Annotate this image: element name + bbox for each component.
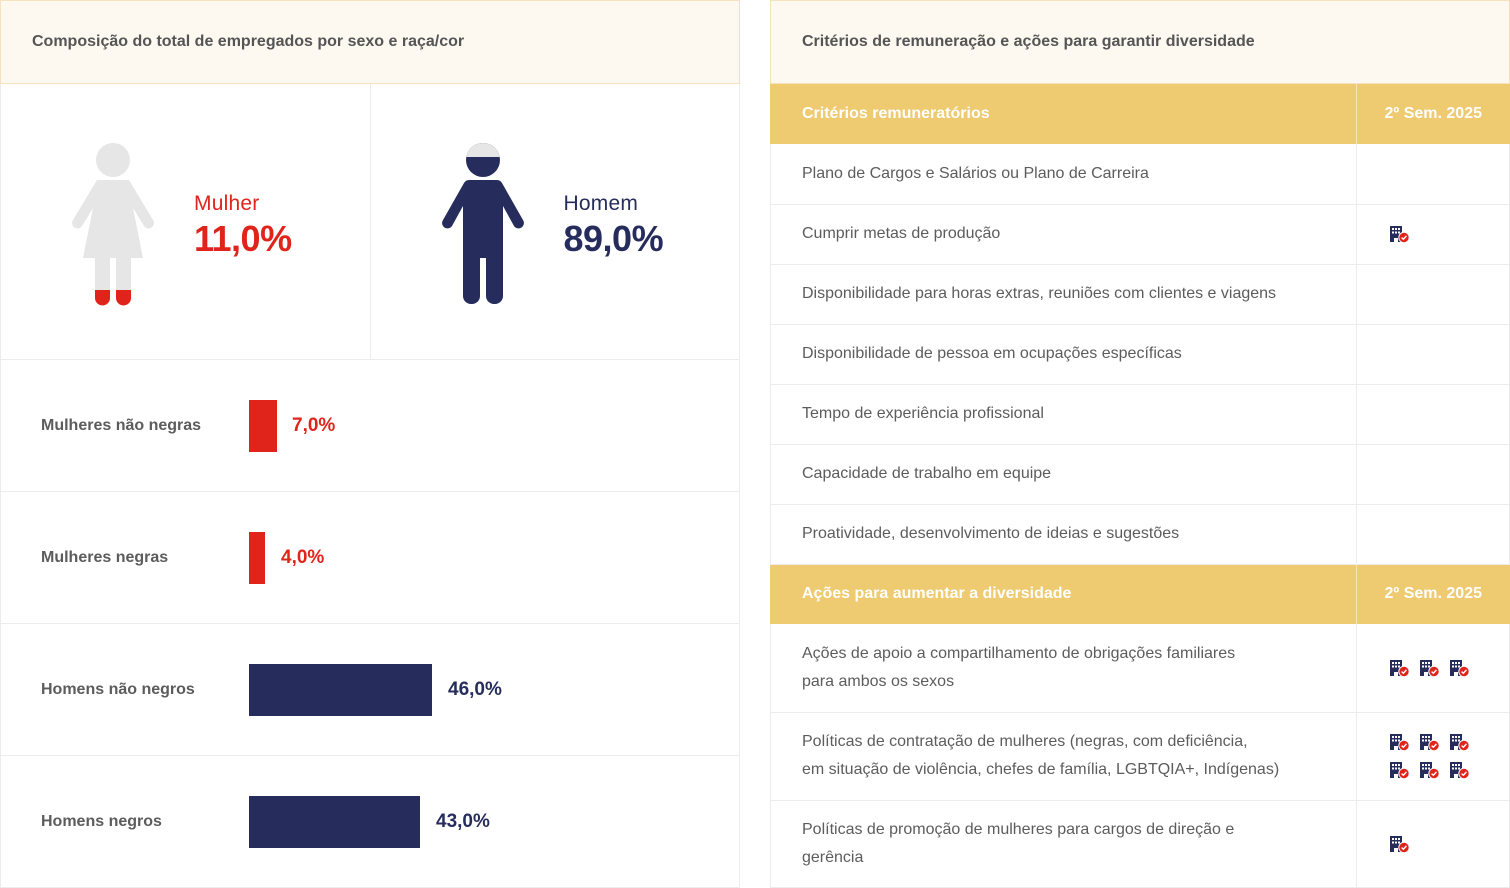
text-line: em situação de violência, chefes de famí… <box>802 761 1280 778</box>
criterion-marks <box>1355 504 1510 565</box>
text-line: Políticas de contratação de mulheres (ne… <box>802 733 1248 750</box>
action-marks <box>1355 800 1510 888</box>
bar-label: Homens não negros <box>41 681 195 698</box>
criterion-text: Disponibilidade para horas extras, reuni… <box>770 264 1356 325</box>
criterion-text: Plano de Cargos e Salários ou Plano de C… <box>770 144 1356 205</box>
company-icons <box>1357 835 1487 853</box>
bar-value: 4,0% <box>281 547 325 568</box>
criterion-text: Cumprir metas de produção <box>770 204 1356 265</box>
remuneration-title: Critérios de remuneração e ações para ga… <box>770 0 1510 84</box>
period-header: 2º Sem. 2025 <box>1355 84 1510 144</box>
company-icons <box>1357 733 1487 779</box>
criterion-marks <box>1355 444 1510 505</box>
bar-label: Homens negros <box>41 813 162 830</box>
table-row: Proatividade, desenvolvimento de ideias … <box>770 504 1510 565</box>
criterion-text: Tempo de experiência profissional <box>770 384 1356 445</box>
table-row: Disponibilidade de pessoa em ocupações e… <box>770 324 1510 385</box>
company-verified-icon <box>1449 734 1470 751</box>
bar-label: Mulheres negras <box>41 549 169 566</box>
section-header-diversity: Ações para aumentar a diversidade 2º Sem… <box>770 564 1510 624</box>
bar-value: 46,0% <box>448 679 502 700</box>
criterion-text: Disponibilidade de pessoa em ocupações e… <box>770 324 1356 385</box>
company-verified-icon <box>1389 762 1410 779</box>
criterion-marks <box>1355 384 1510 445</box>
gender-summary: Mulher 11,0% Homem 89,0% <box>1 84 739 360</box>
criterion-marks <box>1355 264 1510 325</box>
action-marks <box>1355 624 1510 713</box>
section-header-criteria: Critérios remuneratórios 2º Sem. 2025 <box>770 84 1510 144</box>
bar-fill <box>249 400 277 452</box>
table-row: Políticas de promoção de mulheres para c… <box>770 800 1510 888</box>
criterion-text: Proatividade, desenvolvimento de ideias … <box>770 504 1356 565</box>
man-figure-icon <box>441 143 524 304</box>
bar-row: Homens negros 43,0% <box>1 756 739 888</box>
text-line: Políticas de promoção de mulheres para c… <box>802 821 1235 838</box>
gender-label-female: Mulher <box>194 192 260 215</box>
text-line: Ações de apoio a compartilhamento de obr… <box>802 644 1236 662</box>
action-text: Políticas de contratação de mulheres (ne… <box>770 712 1356 801</box>
bar-row: Homens não negros 46,0% <box>1 624 739 756</box>
table-row: Políticas de contratação de mulheres (ne… <box>770 712 1510 801</box>
company-verified-icon <box>1389 226 1410 243</box>
bar-label: Mulheres não negras <box>41 417 202 434</box>
race-bar-chart: Mulheres não negras 7,0% Mulheres negras… <box>1 360 739 888</box>
table-row: Plano de Cargos e Salários ou Plano de C… <box>770 144 1510 205</box>
gender-female: Mulher 11,0% <box>1 84 370 359</box>
company-verified-icon <box>1419 659 1440 677</box>
company-verified-icon <box>1389 734 1410 751</box>
company-verified-icon <box>1449 659 1470 677</box>
company-verified-icon <box>1419 734 1440 751</box>
gender-value-male: 89,0% <box>563 218 664 259</box>
bar-value: 7,0% <box>292 415 336 436</box>
criteria-table: Critérios remuneratórios 2º Sem. 2025 Pl… <box>770 84 1510 888</box>
section-title: Critérios remuneratórios <box>770 84 1356 144</box>
company-icons <box>1357 225 1487 243</box>
employee-composition-panel: Composição do total de empregados por se… <box>0 0 740 888</box>
table-row: Tempo de experiência profissional <box>770 384 1510 445</box>
criterion-marks <box>1355 324 1510 385</box>
table-row: Cumprir metas de produção <box>770 204 1510 265</box>
action-text: Políticas de promoção de mulheres para c… <box>770 800 1356 888</box>
table-row: Capacidade de trabalho em equipe <box>770 444 1510 505</box>
company-icons <box>1357 659 1487 677</box>
gender-male: Homem 89,0% <box>369 84 740 359</box>
bar-row: Mulheres não negras 7,0% <box>1 360 739 492</box>
bar-row: Mulheres negras 4,0% <box>1 492 739 624</box>
table-row: Ações de apoio a compartilhamento de obr… <box>770 624 1510 713</box>
action-marks <box>1355 712 1510 801</box>
company-verified-icon <box>1419 762 1440 779</box>
table-row: Disponibilidade para horas extras, reuni… <box>770 264 1510 325</box>
bar-value: 43,0% <box>436 811 490 832</box>
period-header: 2º Sem. 2025 <box>1355 564 1510 624</box>
bar-fill <box>249 796 420 848</box>
composition-title: Composição do total de empregados por se… <box>0 0 740 84</box>
criterion-marks <box>1355 204 1510 265</box>
action-text: Ações de apoio a compartilhamento de obr… <box>770 624 1356 713</box>
gender-value-female: 11,0% <box>194 218 292 259</box>
company-verified-icon <box>1389 836 1410 853</box>
gender-label-male: Homem <box>563 192 639 215</box>
section-title: Ações para aumentar a diversidade <box>770 564 1356 624</box>
company-verified-icon <box>1389 659 1410 677</box>
remuneration-diversity-panel: Critérios de remuneração e ações para ga… <box>770 0 1510 888</box>
criterion-text: Capacidade de trabalho em equipe <box>770 444 1356 505</box>
company-verified-icon <box>1449 762 1470 779</box>
bar-fill <box>249 532 265 584</box>
text-line: gerência <box>802 849 864 866</box>
bar-fill <box>249 664 432 716</box>
criterion-marks <box>1355 144 1510 205</box>
woman-figure-icon <box>72 143 154 306</box>
text-line: para ambos os sexos <box>802 672 955 690</box>
